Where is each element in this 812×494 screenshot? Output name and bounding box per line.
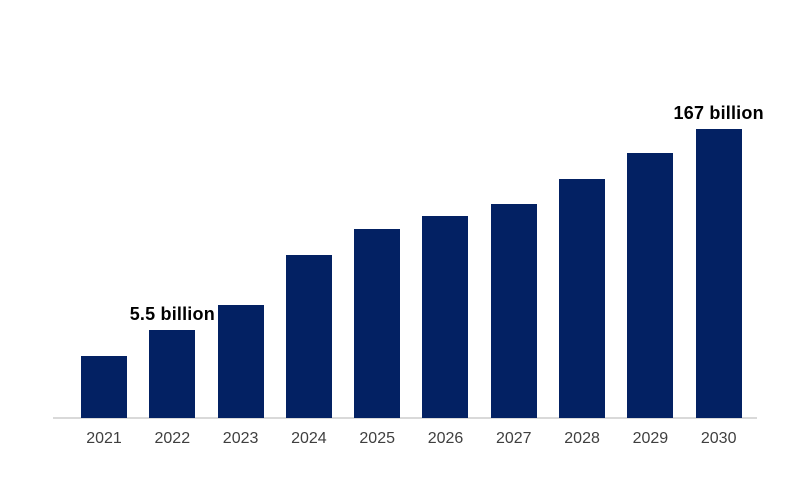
bar-slot-2026 bbox=[422, 216, 469, 418]
data-label-2030: 167 billion bbox=[673, 103, 764, 123]
x-axis-tick-labels: 2021 2022 2023 2024 2025 2026 2027 2028 2029 2030 bbox=[81, 430, 742, 448]
bar-2021 bbox=[81, 356, 127, 418]
bar-slot-2022: 5.5 billion bbox=[130, 304, 215, 418]
x-tick-2025: 2025 bbox=[359, 430, 395, 447]
data-label-2022: 5.5 billion bbox=[129, 304, 215, 324]
bar-2023 bbox=[217, 305, 264, 418]
bar-slot-2029 bbox=[627, 153, 674, 418]
x-axis-line bbox=[53, 417, 757, 419]
x-tick-2030: 2030 bbox=[700, 430, 737, 447]
x-tick-2022: 2022 bbox=[154, 430, 191, 447]
bar-slot-2025 bbox=[354, 229, 401, 418]
bar-2030: 167 billion bbox=[674, 103, 764, 418]
bar-2025 bbox=[354, 229, 401, 418]
x-tick-2021: 2021 bbox=[86, 430, 122, 447]
bar-2028 bbox=[559, 179, 606, 418]
x-tick-2027: 2027 bbox=[495, 430, 532, 447]
plot-area: 5.5 billion 167 billion bbox=[81, 103, 764, 418]
x-tick-2023: 2023 bbox=[222, 430, 259, 447]
x-tick-2029: 2029 bbox=[632, 430, 669, 447]
bar-2024 bbox=[285, 255, 332, 418]
bar-2027 bbox=[490, 204, 537, 418]
x-tick-2024: 2024 bbox=[291, 430, 327, 447]
x-tick-2026: 2026 bbox=[427, 430, 464, 447]
bar-slot-2030: 167 billion bbox=[674, 103, 764, 418]
bar-slot-2027 bbox=[490, 204, 537, 418]
bar-slot-2023 bbox=[217, 305, 264, 418]
bar-2029 bbox=[627, 153, 674, 418]
bar-slot-2021 bbox=[81, 356, 127, 418]
x-tick-2028: 2028 bbox=[564, 430, 600, 447]
bar-2026 bbox=[422, 216, 469, 418]
bar-slot-2028 bbox=[559, 179, 606, 418]
bar-2022: 5.5 billion bbox=[130, 304, 215, 418]
bar-slot-2024 bbox=[285, 255, 332, 418]
